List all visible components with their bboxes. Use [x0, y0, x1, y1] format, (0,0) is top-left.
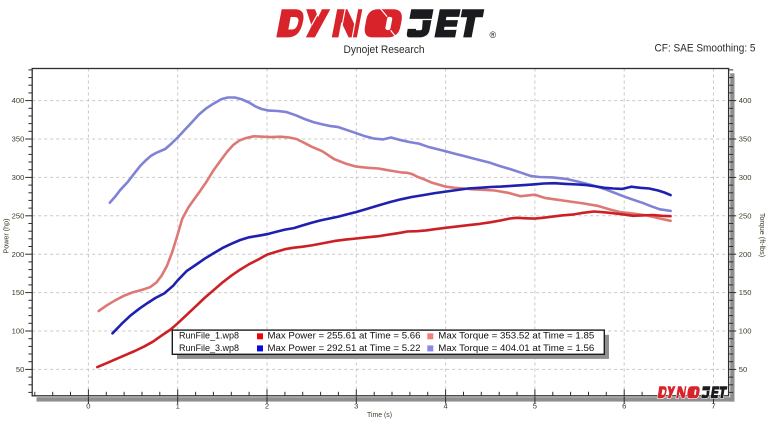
svg-text:3: 3 [354, 401, 358, 410]
svg-text:®: ® [490, 30, 497, 40]
svg-text:300: 300 [739, 173, 752, 182]
svg-text:50: 50 [16, 365, 24, 374]
svg-text:Max Power = 255.61 at Time = 5: Max Power = 255.61 at Time = 5.66 [268, 331, 421, 341]
svg-text:6: 6 [622, 401, 626, 410]
svg-text:5: 5 [533, 401, 537, 410]
svg-text:7: 7 [711, 401, 715, 410]
svg-text:RunFile_1.wp8: RunFile_1.wp8 [179, 331, 239, 341]
svg-text:150: 150 [739, 288, 752, 297]
svg-text:350: 350 [739, 135, 752, 144]
svg-text:300: 300 [12, 173, 25, 182]
svg-text:2: 2 [265, 401, 269, 410]
svg-text:Max Power = 292.51 at Time = 5: Max Power = 292.51 at Time = 5.22 [268, 343, 421, 353]
svg-text:100: 100 [12, 327, 25, 336]
svg-text:1: 1 [176, 401, 180, 410]
svg-text:50: 50 [739, 365, 747, 374]
svg-text:Torque (ft-lbs): Torque (ft-lbs) [758, 213, 767, 257]
svg-text:0: 0 [86, 401, 90, 410]
svg-text:Time (s): Time (s) [367, 412, 392, 419]
svg-text:400: 400 [739, 96, 752, 105]
svg-text:250: 250 [739, 211, 752, 220]
svg-text:Max Torque = 404.01 at Time =: Max Torque = 404.01 at Time = 1.56 [438, 343, 594, 353]
svg-text:200: 200 [739, 250, 752, 259]
svg-text:Power (hp): Power (hp) [2, 218, 11, 253]
svg-text:200: 200 [12, 250, 25, 259]
svg-text:350: 350 [12, 135, 25, 144]
svg-text:400: 400 [12, 96, 25, 105]
svg-text:Max Torque = 353.52 at Time =: Max Torque = 353.52 at Time = 1.85 [438, 331, 594, 341]
svg-text:100: 100 [739, 327, 752, 336]
svg-text:150: 150 [12, 288, 25, 297]
svg-text:CF: SAE Smoothing: 5: CF: SAE Smoothing: 5 [655, 42, 756, 54]
svg-text:250: 250 [12, 211, 25, 220]
svg-text:Dynojet Research: Dynojet Research [344, 44, 425, 56]
svg-text:RunFile_3.wp8: RunFile_3.wp8 [179, 343, 239, 353]
svg-text:4: 4 [443, 401, 447, 410]
